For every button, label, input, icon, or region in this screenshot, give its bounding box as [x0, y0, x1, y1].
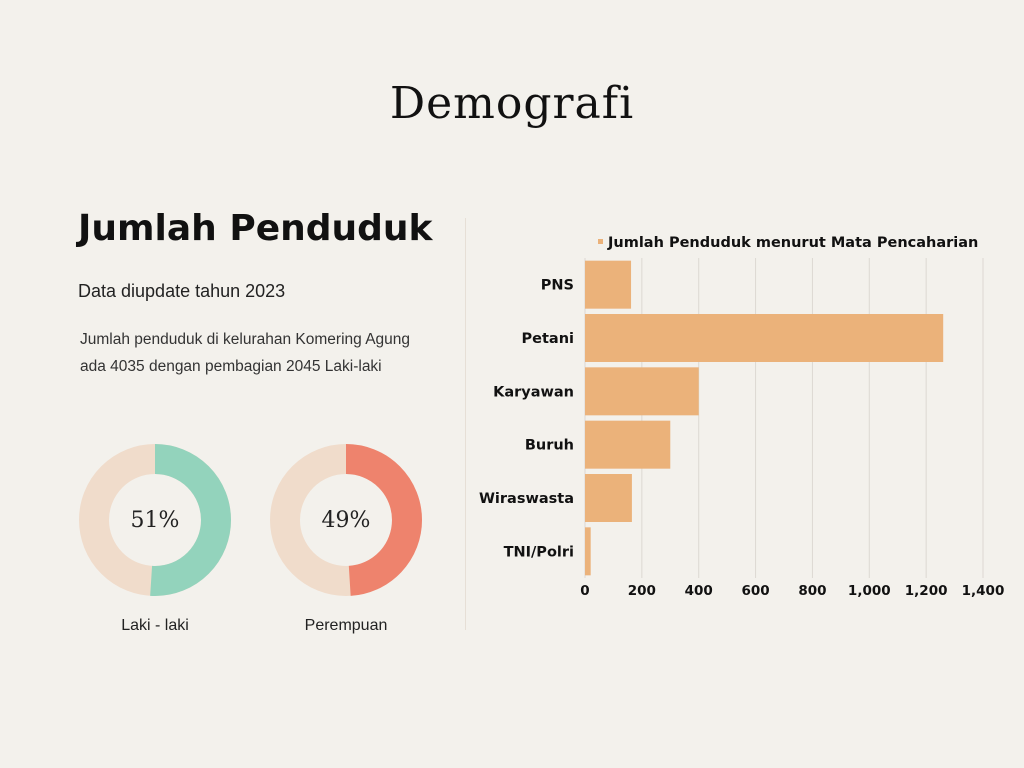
- occupation-bar-chart: Jumlah Penduduk menurut Mata Pencaharian…: [479, 235, 1005, 599]
- bar: [585, 527, 591, 576]
- male-donut-chart: 51%: [79, 444, 231, 596]
- x-tick-label: 1,000: [848, 583, 891, 599]
- male-label: Laki - laki: [121, 617, 189, 634]
- female-donut-chart: 49%: [270, 444, 422, 596]
- female-label: Perempuan: [304, 617, 388, 634]
- legend-swatch: [598, 239, 603, 244]
- category-label: Wiraswasta: [479, 491, 574, 507]
- female-donut-arc: [270, 444, 422, 596]
- category-label: Buruh: [525, 438, 574, 454]
- section-title: Jumlah Penduduk: [78, 208, 433, 249]
- x-tick-label: 800: [798, 583, 826, 599]
- category-label: Karyawan: [493, 384, 574, 400]
- bar: [585, 474, 632, 522]
- bar: [585, 314, 944, 362]
- x-tick-label: 0: [580, 583, 589, 599]
- x-tick-label: 200: [628, 583, 656, 599]
- update-note: Data diupdate tahun 2023: [78, 281, 286, 301]
- male-donut-svg: [79, 444, 231, 596]
- section-divider: [465, 218, 466, 630]
- bar: [585, 420, 671, 469]
- category-label: TNI/Polri: [504, 544, 574, 560]
- population-description: Jumlah penduduk di kelurahan Komering Ag…: [80, 331, 411, 375]
- female-donut-svg: [270, 444, 422, 596]
- bar: [585, 367, 699, 416]
- female-percentage: 49%: [321, 507, 371, 533]
- category-label: PNS: [541, 278, 574, 294]
- legend-label: Jumlah Penduduk menurut Mata Pencaharian: [607, 235, 978, 251]
- x-tick-label: 400: [685, 583, 713, 599]
- x-tick-label: 600: [741, 583, 769, 599]
- x-tick-label: 1,400: [962, 583, 1005, 599]
- page-title: Demografi: [389, 78, 635, 129]
- male-donut-arc: [79, 444, 231, 596]
- bar: [585, 260, 632, 309]
- x-tick-label: 1,200: [905, 583, 948, 599]
- category-label: Petani: [522, 331, 574, 347]
- male-percentage: 51%: [130, 507, 180, 533]
